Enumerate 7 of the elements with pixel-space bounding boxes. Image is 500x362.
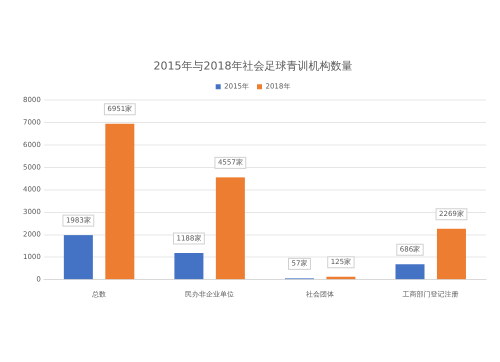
bar bbox=[216, 177, 245, 280]
bar bbox=[64, 235, 93, 280]
bar bbox=[436, 228, 466, 280]
bar bbox=[174, 252, 204, 280]
bar bbox=[395, 264, 425, 280]
bar bbox=[105, 124, 134, 280]
chart-title: 2015年与2018年社会足球青训机构数量 bbox=[154, 59, 352, 72]
